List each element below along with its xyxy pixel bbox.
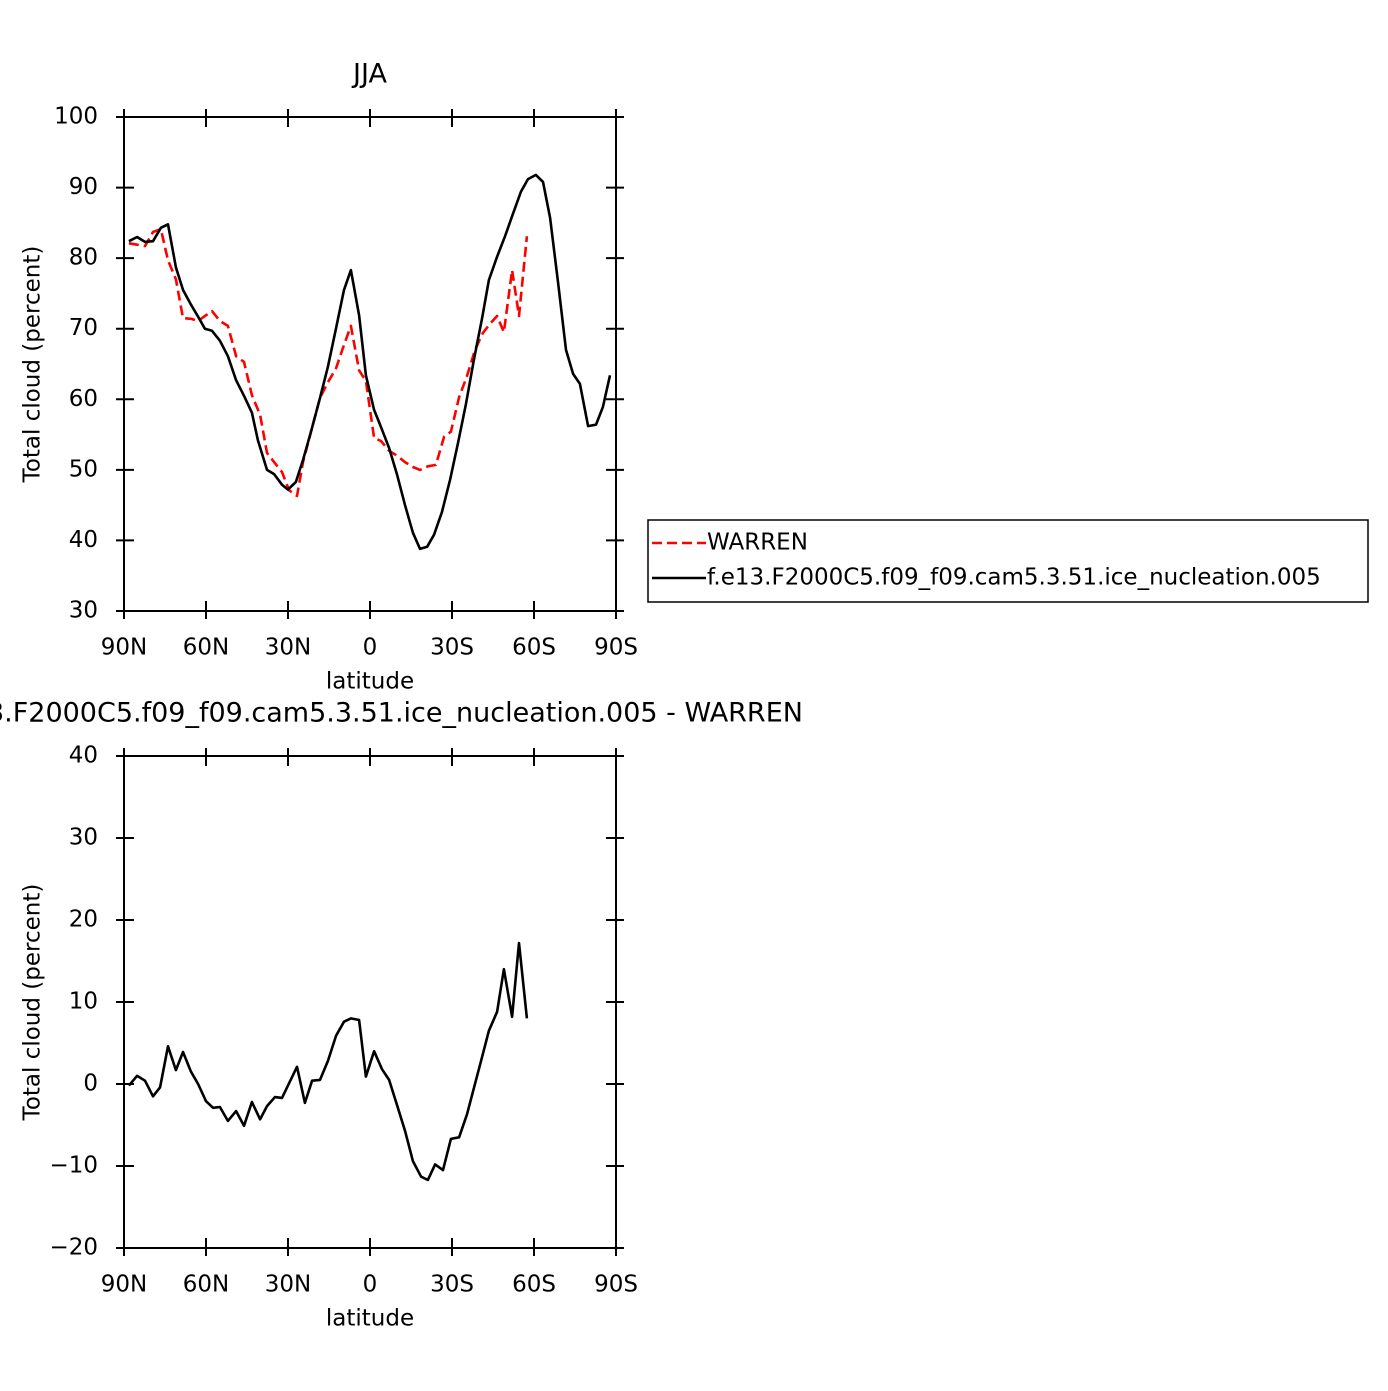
x-tick-label: 30N (265, 1272, 311, 1298)
legend-label: f.e13.F2000C5.f09_f09.cam5.3.51.ice_nucl… (707, 565, 1321, 591)
y-tick-label: 10 (69, 989, 98, 1015)
x-tick-label: 60N (183, 1272, 229, 1298)
legend-box (647, 519, 1369, 603)
x-tick-label: 90S (594, 635, 638, 661)
legend-label: WARREN (707, 530, 808, 556)
x-tick-label: 90S (594, 1272, 638, 1298)
x-tick-label: 30N (265, 635, 311, 661)
y-tick-label: 20 (69, 907, 98, 933)
y-tick-label: 30 (69, 598, 98, 624)
series-line (128, 227, 529, 498)
y-tick-label: 80 (69, 245, 98, 271)
y-tick-label: −20 (49, 1235, 98, 1261)
x-tick-label: 90N (101, 635, 147, 661)
y-tick-label: 50 (69, 456, 98, 482)
chart-title: f.e13.F2000C5.f09_f09.cam5.3.51.ice_nucl… (0, 698, 803, 729)
y-tick-label: 40 (69, 743, 98, 769)
y-tick-label: 100 (54, 104, 98, 130)
plot-frame (123, 755, 617, 1249)
x-tick-label: 30S (430, 635, 474, 661)
series-line (128, 173, 612, 551)
x-tick-label: 0 (363, 1272, 378, 1298)
y-axis-label: Total cloud (percent) (20, 246, 46, 484)
y-tick-label: 60 (69, 386, 98, 412)
x-axis-label: latitude (326, 1306, 414, 1332)
x-tick-label: 90N (101, 1272, 147, 1298)
y-tick-label: 0 (83, 1071, 98, 1097)
x-tick-label: 60S (512, 635, 556, 661)
x-tick-label: 0 (363, 635, 378, 661)
y-tick-label: −10 (49, 1153, 98, 1179)
x-tick-label: 30S (430, 1272, 474, 1298)
chart-title: JJA (351, 59, 387, 90)
y-tick-label: 90 (69, 174, 98, 200)
series-line (127, 941, 529, 1182)
y-axis-label: Total cloud (percent) (20, 884, 46, 1122)
x-tick-label: 60S (512, 1272, 556, 1298)
x-tick-label: 60N (183, 635, 229, 661)
y-tick-label: 70 (69, 315, 98, 341)
y-tick-label: 30 (69, 825, 98, 851)
x-axis-label: latitude (326, 669, 414, 695)
y-tick-label: 40 (69, 527, 98, 553)
plot-frame (123, 116, 617, 612)
